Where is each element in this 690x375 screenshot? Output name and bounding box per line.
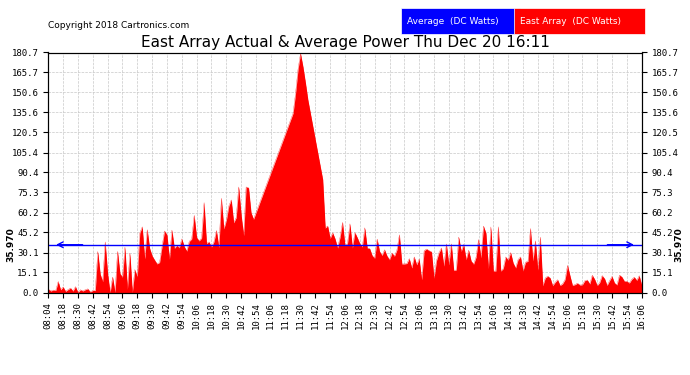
Text: Copyright 2018 Cartronics.com: Copyright 2018 Cartronics.com xyxy=(48,21,190,30)
Text: East Array  (DC Watts): East Array (DC Watts) xyxy=(520,17,621,26)
Text: Average  (DC Watts): Average (DC Watts) xyxy=(407,17,499,26)
Text: 35.970: 35.970 xyxy=(7,227,16,262)
FancyBboxPatch shape xyxy=(514,8,644,34)
Text: 35.970: 35.970 xyxy=(674,227,683,262)
Title: East Array Actual & Average Power Thu Dec 20 16:11: East Array Actual & Average Power Thu De… xyxy=(141,35,549,50)
FancyBboxPatch shape xyxy=(402,8,520,34)
